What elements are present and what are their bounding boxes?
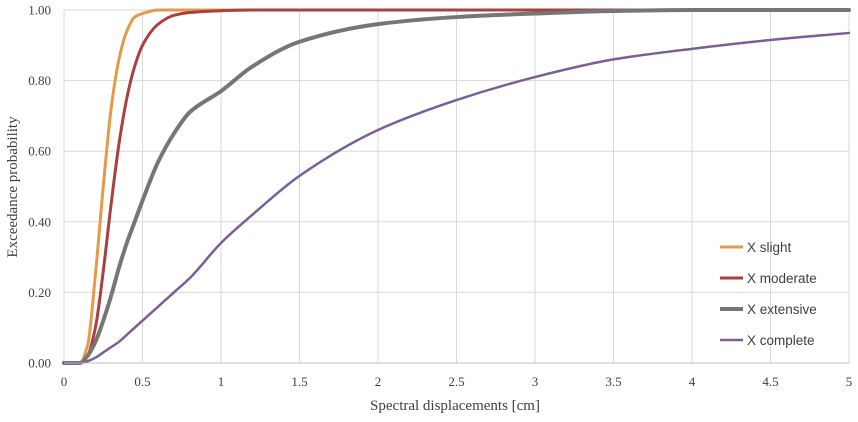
- series-line-x-extensive: [62, 8, 851, 366]
- x-tick-label: 3.5: [605, 374, 621, 389]
- legend-label: X complete: [747, 333, 815, 348]
- y-tick-label: 0.20: [28, 285, 51, 300]
- x-tick-label: 0: [61, 374, 68, 389]
- y-axis-title: Exceedance probability: [5, 116, 21, 258]
- x-tick-label: 2: [375, 374, 382, 389]
- x-tick-label: 4.5: [762, 374, 778, 389]
- x-tick-label: 1.5: [291, 374, 307, 389]
- y-tick-label: 1.00: [28, 3, 51, 18]
- x-tick-label: 0.5: [134, 374, 150, 389]
- x-tick-label: 5: [846, 374, 853, 389]
- x-tick-label: 4: [689, 374, 696, 389]
- legend-label: X extensive: [747, 302, 817, 317]
- legend: X slight X moderate X extensive X complete: [720, 240, 817, 348]
- legend-label: X slight: [747, 240, 792, 255]
- x-tick-label: 2.5: [448, 374, 464, 389]
- y-tick-label: 0.80: [28, 73, 51, 88]
- y-tick-label: 0.60: [28, 144, 51, 159]
- series-line-x-complete: [62, 31, 851, 365]
- legend-label: X moderate: [747, 271, 817, 286]
- y-tick-label: 0.40: [28, 214, 51, 229]
- y-tick-label: 0.00: [28, 356, 51, 371]
- x-tick-label: 3: [532, 374, 539, 389]
- x-axis-title: Spectral displacements [cm]: [370, 398, 540, 414]
- x-tick-label: 1: [218, 374, 225, 389]
- axes: 0 0.5 1 1.5 2 2.5 3 3.5 4 4.5 5 0.00 0.20 0.40 0.60 0.8…: [28, 3, 852, 390]
- series-lines: [62, 8, 851, 366]
